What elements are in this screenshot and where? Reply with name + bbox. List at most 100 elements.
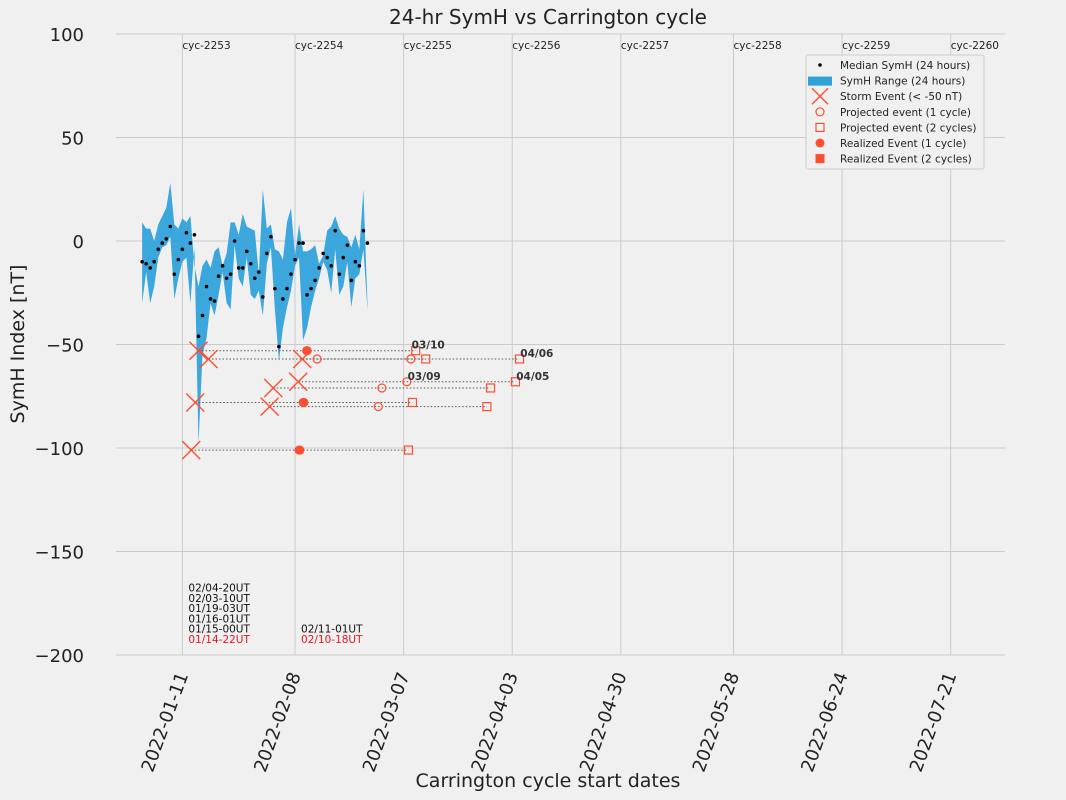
median-point — [309, 286, 313, 291]
legend-label: Realized Event (1 cycle) — [840, 138, 966, 150]
median-point — [349, 278, 354, 283]
median-point — [353, 259, 358, 264]
median-point — [305, 293, 309, 297]
median-point — [325, 255, 329, 260]
event-time-label: 01/14-22UT — [188, 634, 250, 646]
legend-label: Storm Event (< -50 nT) — [840, 91, 962, 103]
projection-date-label: 04/05 — [516, 371, 549, 383]
storm-event-marker — [185, 392, 205, 412]
y-axis-ticks: 100 50 0 −50 −100 −150 −200 — [35, 25, 84, 667]
event-time-label: 01/15-00UT — [188, 624, 250, 636]
median-point — [357, 264, 362, 268]
median-point — [232, 239, 237, 243]
x-tick-label: 2022-06-24 — [797, 670, 853, 775]
median-point — [269, 235, 273, 239]
storm-event-marker — [260, 397, 280, 417]
median-point — [192, 232, 197, 237]
projected-1-cycle-marker — [402, 377, 412, 387]
median-point — [144, 261, 148, 266]
x-tick-label: 2022-02-08 — [250, 670, 306, 775]
median-point — [301, 241, 305, 245]
projected-2-cycles-marker — [403, 445, 414, 455]
realized-1-cycle-marker — [302, 346, 312, 356]
median-point — [228, 272, 233, 276]
median-point — [265, 251, 269, 256]
median-point — [317, 266, 321, 270]
cycle-label: cyc-2260 — [951, 40, 999, 52]
median-point — [200, 313, 205, 318]
median-point — [341, 255, 346, 260]
y-tick-label: −200 — [35, 646, 84, 667]
median-point — [208, 297, 213, 301]
median-point — [220, 264, 225, 268]
median-point — [248, 261, 253, 266]
x-tick-label: 2022-07-21 — [906, 670, 962, 775]
range-band — [142, 183, 368, 444]
event-time-lists: 02/04-20UT02/03-10UT01/19-03UT01/16-01UT… — [188, 583, 363, 647]
cycle-label: cyc-2257 — [621, 40, 669, 52]
median-point — [273, 286, 277, 291]
median-point — [212, 299, 217, 303]
cycle-label: cyc-2256 — [512, 40, 561, 52]
x-tick-label: 2022-05-28 — [689, 670, 745, 775]
cycle-label: cyc-2258 — [733, 40, 781, 52]
median-point — [140, 259, 144, 264]
median-point — [313, 278, 317, 283]
median-point — [168, 224, 173, 229]
event-time-label: 02/03-10UT — [188, 593, 250, 605]
event-time-label: 01/16-01UT — [188, 613, 250, 625]
legend-proj2-swatch — [815, 122, 825, 133]
median-point — [156, 247, 161, 252]
median-point — [160, 241, 165, 245]
x-tick-label: 2022-03-07 — [359, 670, 415, 775]
median-points — [140, 224, 370, 349]
median-point — [216, 274, 221, 278]
projected-2-cycles-marker — [514, 354, 525, 364]
projected-1-cycle-marker — [373, 402, 383, 412]
cycle-label: cyc-2259 — [842, 40, 890, 52]
chart-title: 24-hr SymH vs Carrington cycle — [389, 5, 707, 29]
projection-date-label: 03/09 — [408, 371, 441, 383]
median-point — [297, 241, 301, 245]
legend-storm-swatch — [811, 87, 829, 105]
cycle-labels: cyc-2253 cyc-2254 cyc-2255 cyc-2256 cyc-2257… — [182, 40, 999, 52]
projected-2-cycles-marker — [421, 354, 431, 364]
connector-lines — [191, 350, 520, 451]
legend-box — [805, 54, 985, 170]
median-point — [244, 249, 249, 254]
y-tick-label: −150 — [35, 543, 84, 564]
date-labels: 03/10 03/09 04/06 04/05 — [408, 340, 554, 383]
y-tick-label: −50 — [46, 336, 84, 357]
median-point — [188, 241, 193, 245]
realized-1-cycle-marker — [298, 397, 308, 407]
median-point — [277, 344, 281, 349]
cycle-label: cyc-2254 — [295, 40, 344, 52]
cycle-label: cyc-2255 — [404, 40, 452, 52]
storm-event-marker — [181, 440, 201, 460]
median-point — [365, 241, 370, 245]
event-markers — [181, 341, 525, 460]
median-point — [281, 297, 285, 301]
median-point — [184, 230, 189, 235]
median-point — [261, 295, 265, 299]
median-point — [196, 334, 201, 339]
median-point — [164, 237, 169, 241]
median-point — [176, 257, 181, 262]
median-point — [257, 270, 261, 274]
median-point — [224, 276, 229, 281]
median-point — [240, 266, 245, 270]
legend-real1-swatch — [815, 138, 825, 148]
projected-1-cycle-marker — [406, 354, 416, 364]
legend-proj1-swatch — [815, 107, 825, 117]
median-point — [329, 264, 334, 268]
y-axis-label: SymH Index [nT] — [7, 265, 29, 424]
median-point — [337, 272, 342, 276]
storm-event-marker — [288, 372, 308, 392]
symh-range-area — [142, 183, 368, 444]
projected-2-cycles-marker — [510, 377, 521, 387]
legend: Median SymH (24 hours) SymH Range (24 hou… — [805, 54, 985, 170]
legend-label: Projected event (1 cycle) — [840, 107, 971, 119]
median-point — [172, 272, 177, 276]
event-time-label: 01/19-03UT — [188, 603, 250, 615]
